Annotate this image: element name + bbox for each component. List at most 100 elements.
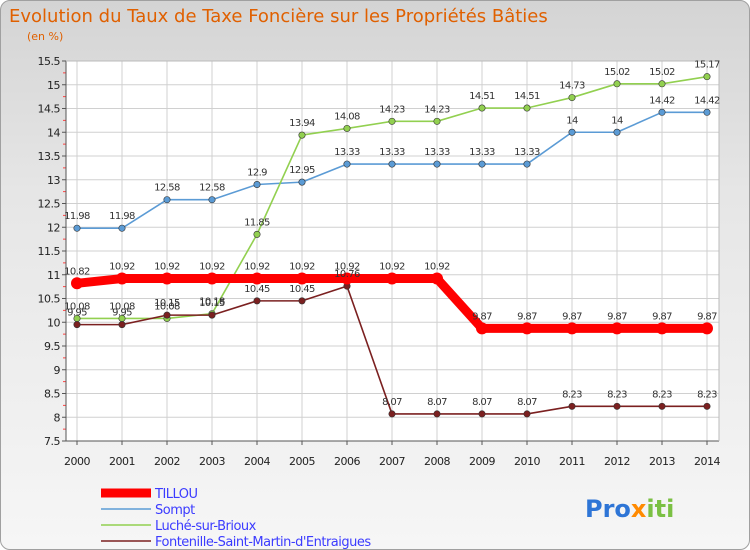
legend: TILLOUSomptLuché-sur-BriouxFontenille-Sa… [101,487,372,550]
x-tick-label: 2007 [379,455,405,468]
series-point-2 [703,73,711,81]
series-point-1 [73,224,81,232]
logo-part-3: iti [646,495,674,523]
series-layer [71,73,713,418]
series-point-0 [341,272,353,285]
series-point-3 [388,410,396,418]
y-tick-label: 11 [47,269,60,282]
series-point-0 [656,322,668,335]
y-tick-label: 15.5 [38,55,61,68]
series-point-0 [206,272,218,285]
data-label-2: 10.08 [154,301,180,312]
data-label-3: 8.23 [562,389,582,400]
y-tick-label: 14.5 [38,103,61,116]
series-point-2 [523,104,531,112]
data-label-1: 13.33 [424,147,450,158]
data-label-0: 9.87 [562,311,582,322]
series-point-3 [208,311,216,319]
series-point-2 [613,80,621,88]
data-label-3: 10.45 [289,284,315,295]
data-label-3: 8.23 [697,389,717,400]
data-label-2: 10.08 [109,301,135,312]
data-label-1: 13.33 [334,147,360,158]
y-tick-label: 12 [47,221,60,234]
data-label-1: 13.33 [469,147,495,158]
series-point-1 [433,160,441,168]
series-point-2 [478,104,486,112]
data-label-3: 8.07 [517,397,537,408]
series-point-3 [73,321,81,329]
series-point-0 [611,322,623,335]
data-label-2: 14.23 [379,104,405,115]
series-point-1 [208,196,216,204]
data-label-0: 9.87 [517,311,537,322]
y-tick-label: 10 [47,316,60,329]
data-label-3: 10.15 [154,298,180,309]
series-point-1 [118,224,126,232]
data-label-0: 9.87 [607,311,627,322]
y-tick-label: 13.5 [38,150,61,163]
y-tick-label: 11.5 [38,245,61,258]
data-label-1: 14.42 [649,95,675,106]
series-point-0 [476,322,488,335]
data-label-3: 10.76 [334,269,360,280]
series-point-2 [298,131,306,139]
data-label-0: 10.92 [109,262,135,273]
series-point-1 [703,108,711,116]
series-point-2 [568,94,576,102]
series-point-3 [568,402,576,410]
chart-subtitle: (en %) [27,30,63,43]
series-point-0 [431,272,443,285]
data-label-0: 10.92 [289,262,315,273]
series-point-3 [163,311,171,319]
data-label-1: 14 [566,115,578,126]
data-label-1: 13.33 [379,147,405,158]
data-label-2: 14.08 [334,111,360,122]
series-point-2 [343,124,351,132]
data-label-3: 8.07 [382,397,402,408]
series-point-1 [253,181,261,189]
data-label-3: 8.07 [472,397,492,408]
legend-label-3: Fontenille-Saint-Martin-d'Entraigues [155,535,371,550]
series-point-0 [521,322,533,335]
legend-label-2: Luché-sur-Brioux [155,519,257,534]
series-point-0 [566,322,578,335]
data-label-2: 15.02 [649,67,675,78]
data-label-0: 10.92 [334,262,360,273]
series-point-1 [343,160,351,168]
data-label-1: 11.98 [64,211,90,222]
data-label-3: 10.45 [244,284,270,295]
series-point-0 [116,272,128,285]
series-point-2 [433,117,441,125]
series-point-3 [658,402,666,410]
legend-label-0: TILLOU [154,487,198,502]
data-label-1: 11.98 [109,211,135,222]
y-tick-label: 10.5 [38,293,61,306]
data-label-0: 10.92 [379,262,405,273]
data-label-2: 15.02 [604,67,630,78]
series-point-0 [386,272,398,285]
x-tick-label: 2012 [604,455,630,468]
proxiti-logo: Proxiti [585,495,674,523]
legend-label-1: Sompt [155,503,195,518]
data-label-2: 15.17 [694,60,720,71]
data-label-1: 12.58 [154,183,180,194]
x-tick-label: 2009 [469,455,495,468]
series-point-1 [568,128,576,136]
data-label-1: 12.9 [247,168,267,179]
data-label-0: 10.82 [64,266,90,277]
x-tick-label: 2013 [649,455,675,468]
x-tick-label: 2011 [559,455,585,468]
x-tick-label: 2003 [199,455,225,468]
series-point-3 [703,402,711,410]
logo-part-1: Pro [585,495,631,523]
series-point-2 [388,117,396,125]
y-tick-label: 8.5 [44,388,60,401]
series-point-1 [658,108,666,116]
data-label-0: 10.92 [199,262,225,273]
series-point-1 [388,160,396,168]
series-point-3 [253,297,261,305]
series-point-3 [523,410,531,418]
series-point-3 [118,321,126,329]
